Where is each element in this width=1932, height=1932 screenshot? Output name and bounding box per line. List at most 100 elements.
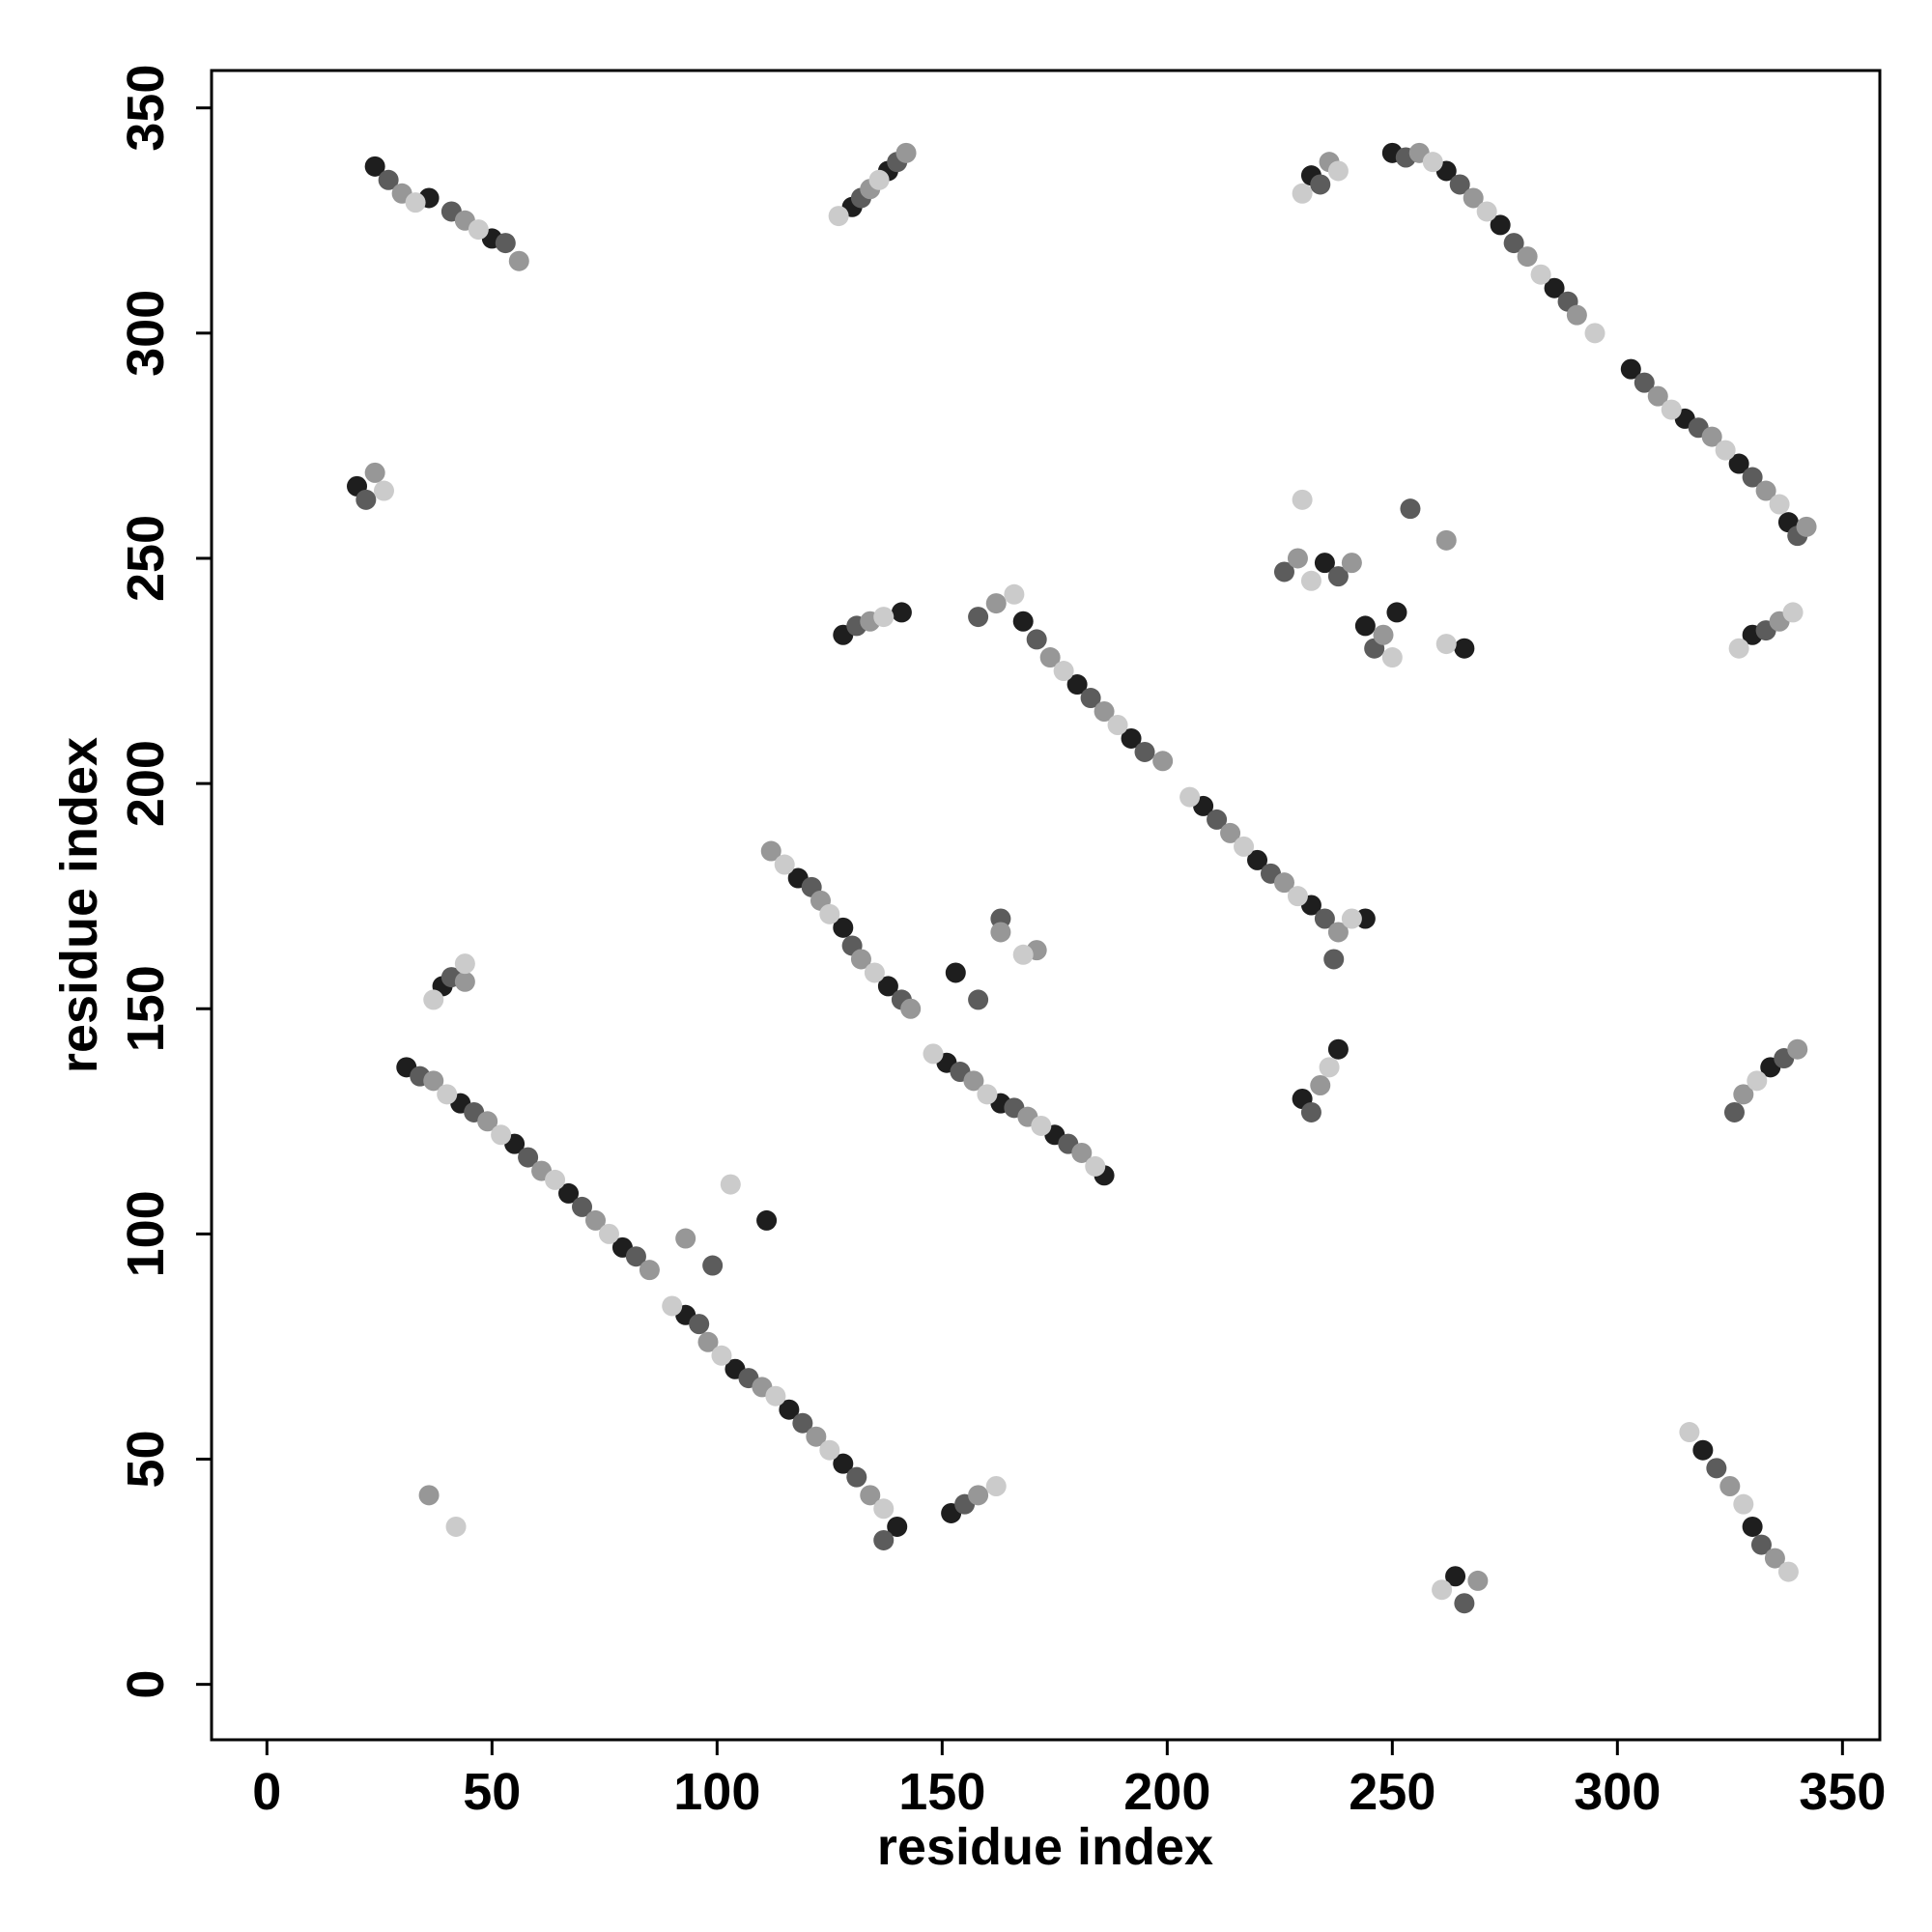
point	[1314, 553, 1335, 574]
point	[1287, 548, 1308, 569]
point	[1769, 494, 1790, 515]
point	[1782, 602, 1804, 623]
point	[873, 1498, 895, 1520]
point	[833, 1453, 854, 1474]
plot-frame	[210, 69, 1882, 1742]
point	[846, 1466, 867, 1488]
point	[760, 840, 781, 862]
point	[1247, 849, 1268, 870]
point	[985, 1475, 1007, 1496]
point	[1706, 1458, 1727, 1479]
point	[378, 169, 399, 190]
point	[1327, 922, 1349, 943]
point	[1449, 174, 1470, 195]
point	[423, 989, 444, 1010]
point	[1292, 183, 1313, 204]
point	[423, 1070, 444, 1092]
point	[584, 1209, 606, 1231]
point	[1715, 440, 1736, 461]
point	[1723, 1101, 1745, 1122]
point	[1503, 233, 1524, 254]
point	[1300, 1101, 1321, 1122]
point	[963, 1070, 984, 1092]
point	[1454, 638, 1475, 659]
point	[491, 1124, 512, 1146]
point	[1796, 516, 1817, 537]
point	[1273, 872, 1294, 894]
point	[1373, 624, 1394, 645]
point	[1152, 751, 1174, 772]
point	[1319, 1057, 1340, 1078]
point	[1728, 453, 1749, 474]
x-tick-label: 350	[1799, 1763, 1886, 1821]
point	[1719, 1475, 1741, 1496]
point	[418, 1485, 440, 1506]
point	[923, 1043, 944, 1065]
point	[1467, 1570, 1489, 1591]
x-tick-label: 50	[463, 1763, 521, 1821]
point	[792, 1412, 813, 1434]
x-tick-label: 300	[1574, 1763, 1661, 1821]
point	[364, 156, 385, 177]
point	[1094, 701, 1115, 723]
point	[968, 1485, 989, 1506]
point	[774, 854, 795, 875]
point	[985, 593, 1007, 614]
point	[1692, 1439, 1714, 1461]
point	[877, 976, 898, 997]
y-tick-label: 100	[117, 1190, 175, 1277]
point	[1031, 1115, 1052, 1136]
point	[887, 1516, 908, 1537]
point	[1012, 611, 1034, 632]
point	[1679, 1422, 1700, 1443]
point	[833, 917, 854, 938]
point	[1566, 304, 1587, 326]
point	[891, 602, 912, 623]
point	[468, 219, 489, 241]
point	[1039, 647, 1061, 668]
x-tick-label: 150	[898, 1763, 985, 1821]
point	[1314, 908, 1335, 929]
point	[1728, 638, 1749, 659]
point	[1750, 1534, 1772, 1555]
y-tick-label: 50	[117, 1430, 175, 1488]
y-tick-label: 350	[117, 65, 175, 152]
point	[1445, 1566, 1466, 1587]
point	[1386, 602, 1407, 623]
point	[445, 1516, 467, 1537]
point	[1323, 949, 1345, 970]
point	[1287, 886, 1308, 907]
point	[1066, 674, 1088, 696]
point	[1327, 566, 1349, 587]
point	[405, 192, 426, 213]
point	[1634, 372, 1655, 393]
point	[1085, 1155, 1106, 1177]
point	[1273, 561, 1294, 582]
point	[1381, 647, 1403, 668]
x-tick-label: 250	[1349, 1763, 1435, 1821]
point	[1327, 1038, 1349, 1060]
point	[1234, 836, 1255, 857]
point	[1071, 1142, 1093, 1163]
point	[1517, 246, 1538, 268]
y-tick-label: 150	[117, 965, 175, 1052]
point	[1134, 741, 1155, 762]
point	[990, 922, 1011, 943]
point	[1026, 629, 1047, 650]
x-tick-label: 200	[1123, 1763, 1210, 1821]
y-tick-label: 0	[117, 1670, 175, 1699]
point	[873, 1529, 895, 1550]
point	[1755, 480, 1776, 501]
point	[572, 1196, 593, 1217]
point	[1733, 1493, 1754, 1515]
point	[437, 1084, 458, 1105]
point	[1310, 1075, 1331, 1096]
point	[1292, 489, 1313, 510]
point	[1400, 498, 1421, 520]
x-tick-label: 100	[673, 1763, 760, 1821]
point	[828, 206, 849, 227]
point	[662, 1295, 683, 1317]
point	[819, 1439, 840, 1461]
point	[364, 462, 385, 483]
point	[1327, 160, 1349, 182]
